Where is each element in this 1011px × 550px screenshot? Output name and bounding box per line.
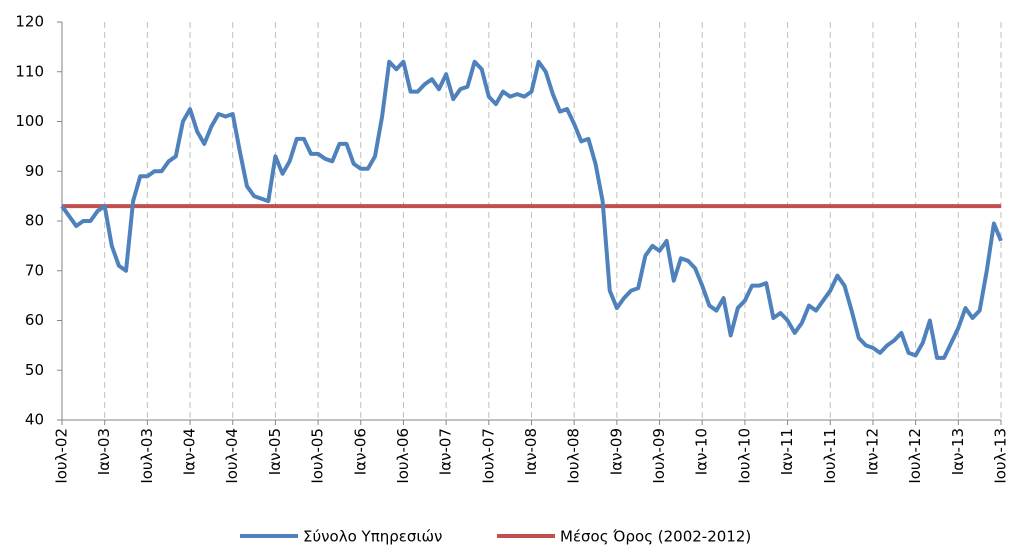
- y-tick-label: 80: [25, 212, 44, 230]
- x-tick-label: Ιουλ-10: [735, 428, 753, 484]
- x-tick-label: Ιουλ-12: [906, 428, 924, 484]
- x-tick-label: Ιαν-09: [607, 428, 625, 475]
- x-tick-label: Ιαν-13: [949, 428, 967, 475]
- x-tick-label: Ιαν-07: [437, 428, 455, 475]
- y-tick-label: 60: [25, 311, 44, 329]
- x-tick-label: Ιουλ-04: [223, 428, 241, 484]
- x-tick-label: Ιαν-12: [863, 428, 881, 475]
- x-tick-label: Ιουλ-03: [138, 428, 156, 484]
- y-tick-label: 40: [25, 411, 44, 429]
- x-tick-label: Ιαν-08: [522, 428, 540, 475]
- x-tick-label: Ιουλ-05: [309, 428, 327, 484]
- y-tick-label: 100: [15, 112, 44, 130]
- y-tick-label: 110: [15, 62, 44, 80]
- x-tick-label: Ιαν-10: [693, 428, 711, 475]
- y-tick-label: 90: [25, 162, 44, 180]
- y-tick-label: 70: [25, 261, 44, 279]
- x-tick-label: Ιουλ-02: [53, 428, 71, 484]
- x-tick-label: Ιαν-03: [95, 428, 113, 475]
- y-tick-label: 50: [25, 361, 44, 379]
- x-tick-label: Ιουλ-09: [650, 428, 668, 484]
- y-tick-label: 120: [15, 13, 44, 31]
- x-tick-label: Ιουλ-06: [394, 428, 412, 484]
- legend-label: Σύνολο Υπηρεσιών: [303, 528, 442, 546]
- x-tick-label: Ιαν-05: [266, 428, 284, 475]
- x-tick-label: Ιουλ-07: [479, 428, 497, 484]
- x-tick-label: Ιουλ-08: [565, 428, 583, 484]
- x-tick-label: Ιαν-04: [181, 428, 199, 475]
- x-tick-label: Ιουλ-11: [821, 428, 839, 484]
- series-line: [60, 59, 1003, 360]
- x-tick-label: Ιουλ-13: [992, 428, 1010, 484]
- x-tick-label: Ιαν-06: [351, 428, 369, 475]
- x-tick-label: Ιαν-11: [778, 428, 796, 475]
- legend-label: Μέσος Όρος (2002-2012): [560, 528, 751, 546]
